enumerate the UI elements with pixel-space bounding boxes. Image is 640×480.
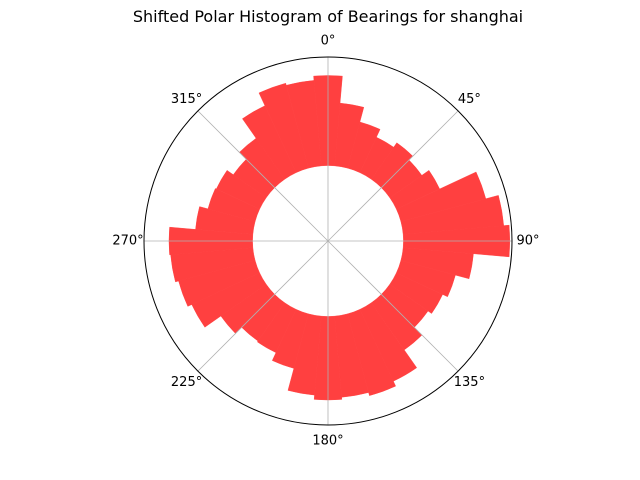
bar-bin-10 [334,102,365,169]
bar-bin-190 [287,313,322,396]
angle-tick-label-90: 90° [516,234,539,249]
angle-tick-label-270: 270° [112,234,143,249]
angle-tick-label-180: 180° [312,434,343,449]
grid-line-45 [327,110,459,242]
bar-bin-300 [216,170,267,210]
bars-layer [168,75,511,401]
bar-bin-120 [389,272,443,314]
bar-bin-210 [257,302,297,353]
grid-layer [143,56,513,426]
bar-bin-200 [271,309,309,369]
chart-title: Shifted Polar Histogram of Bearings for … [133,7,523,26]
angle-tick-label-225: 225° [171,375,202,390]
angle-tick-label-0: 0° [321,34,336,49]
angle-tick-label-45: 45° [458,92,481,107]
angle-labels: 0° 45° 90° 135° 180° 225° 270° 315° [112,34,539,449]
grid-line-225 [197,240,329,372]
bar-bin-20 [347,121,381,173]
polar-frame [143,56,513,426]
bar-bin-290 [207,188,260,222]
bar-bin-100 [400,247,474,280]
bar-bin-340 [258,82,309,173]
angle-tick-label-135: 135° [454,375,485,390]
grid-line-315 [197,110,329,242]
bar-bin-110 [396,260,456,298]
grid-line-135 [327,240,459,372]
bar-bin-350 [286,80,322,169]
bar-bin-280 [195,206,256,235]
angle-tick-label-315: 315° [171,92,202,107]
bar-bin-160 [347,309,396,396]
